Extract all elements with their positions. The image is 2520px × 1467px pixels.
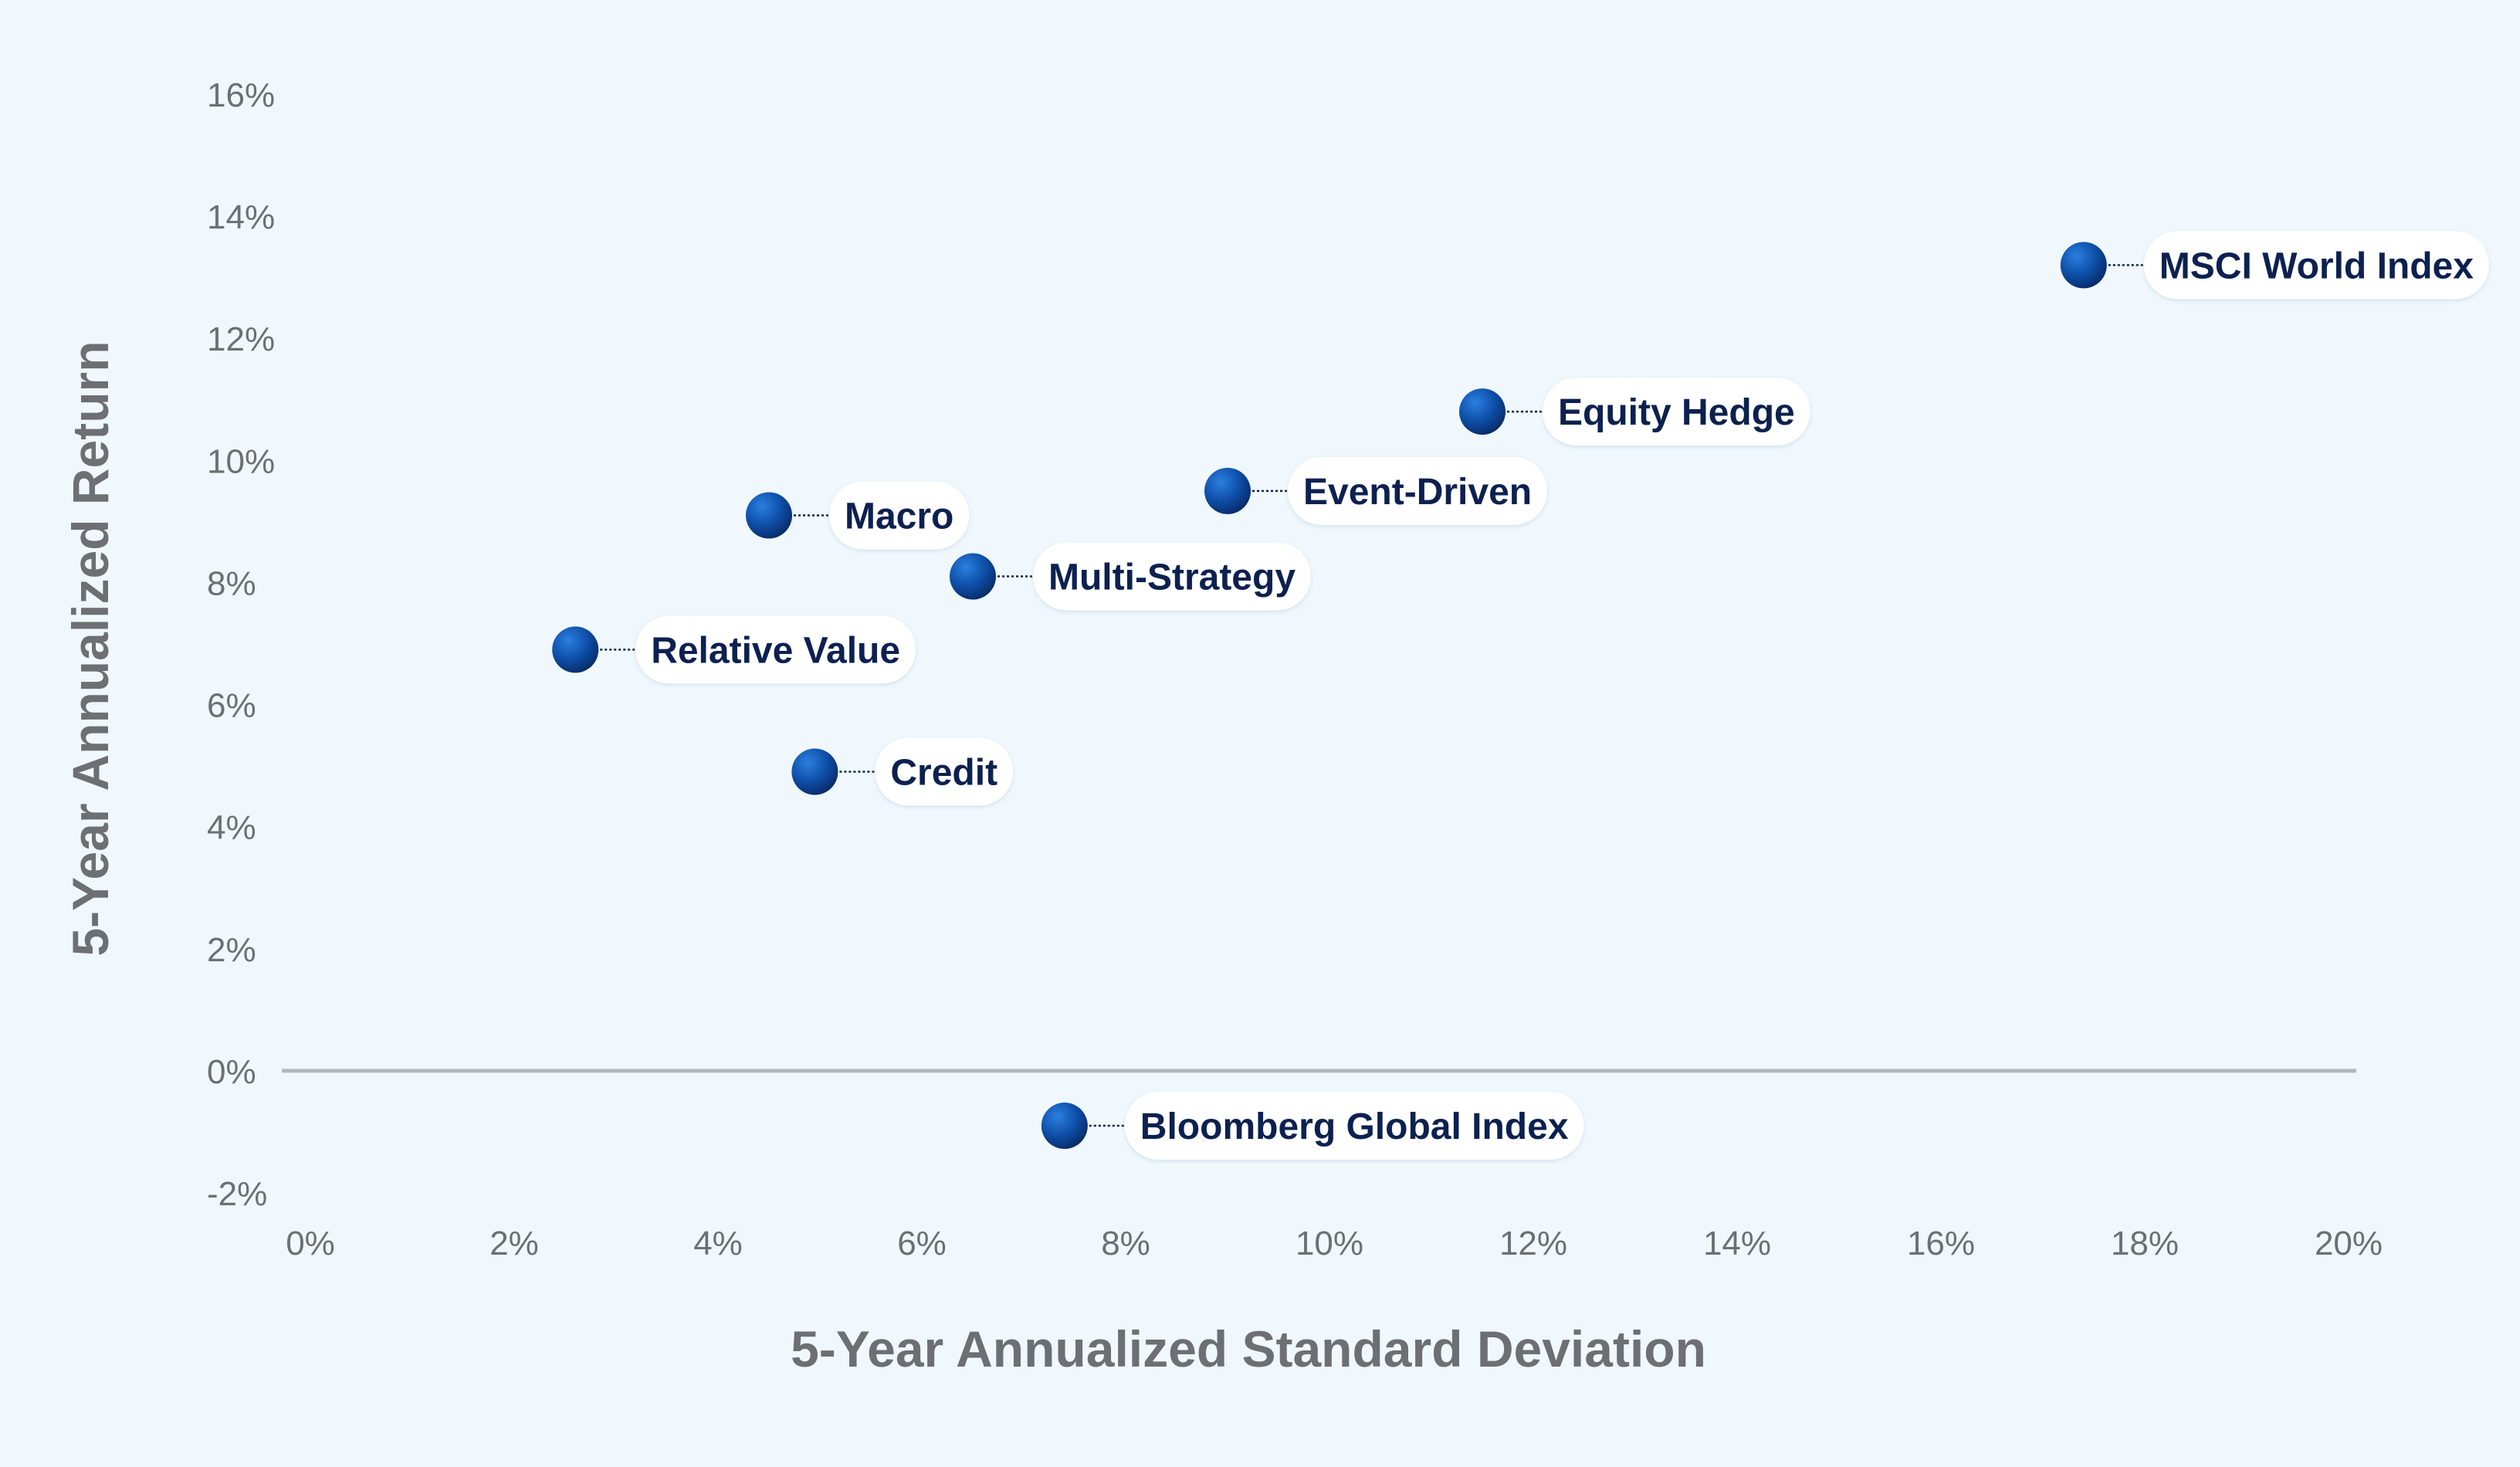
data-point: Relative Value	[552, 615, 916, 684]
data-point: Equity Hedge	[1459, 378, 1810, 446]
label-pill	[1288, 456, 1548, 525]
data-point: Event-Driven	[1204, 456, 1548, 525]
label-pill	[1543, 378, 1810, 446]
point-label: Credit	[890, 753, 998, 794]
y-tick-label: 0%	[207, 1053, 256, 1091]
point-marker	[1459, 388, 1506, 435]
point-marker	[746, 492, 792, 539]
label-pill	[1124, 1092, 1584, 1160]
y-tick-label: 4%	[207, 809, 256, 847]
point-label: Bloomberg Global Index	[1140, 1106, 1569, 1147]
point-marker	[552, 626, 599, 673]
point-marker	[950, 553, 996, 600]
point-marker	[791, 748, 838, 795]
y-tick-label: 6%	[207, 687, 256, 725]
point-marker	[2060, 242, 2107, 289]
data-point: MSCI World Index	[2060, 231, 2489, 300]
y-tick-label: 2%	[207, 931, 256, 969]
x-tick-label: 16%	[1907, 1225, 1975, 1262]
y-tick-label: 8%	[207, 564, 256, 602]
x-tick-label: 14%	[1703, 1225, 1771, 1262]
y-tick-label: 10%	[207, 442, 275, 480]
x-tick-label: 12%	[1499, 1225, 1567, 1262]
x-tick-label: 8%	[1101, 1225, 1150, 1262]
x-axis-title: 5-Year Annualized Standard Deviation	[791, 1320, 1706, 1377]
y-tick-label: 12%	[207, 320, 275, 358]
point-label: MSCI World Index	[2159, 246, 2474, 286]
label-pill	[635, 615, 916, 684]
point-marker	[1204, 467, 1251, 514]
point-marker	[1041, 1103, 1088, 1150]
x-tick-label: 4%	[693, 1225, 743, 1262]
x-tick-label: 20%	[2315, 1225, 2383, 1262]
point-label: Relative Value	[651, 630, 900, 671]
x-tick-label: 6%	[897, 1225, 947, 1262]
y-axis-title: 5-Year Annualized Return	[62, 340, 119, 956]
data-point: Macro	[746, 481, 970, 550]
label-pill	[1033, 542, 1312, 611]
data-points: MSCI World Index Equity Hedge Event-Driven…	[552, 231, 2489, 1160]
data-point: Multi-Strategy	[950, 542, 1312, 611]
x-axis-ticks: 0% 2% 4% 6% 8% 10% 12% 14% 16% 18% 20%	[286, 1225, 2383, 1262]
label-pill	[829, 481, 970, 550]
point-label: Equity Hedge	[1558, 392, 1795, 433]
x-tick-label: 2%	[489, 1225, 539, 1262]
y-tick-label: 14%	[207, 198, 275, 236]
label-pill	[2143, 231, 2489, 300]
x-tick-label: 10%	[1296, 1225, 1363, 1262]
data-point: Bloomberg Global Index	[1041, 1092, 1584, 1160]
label-pill	[875, 737, 1014, 806]
point-label: Macro	[845, 496, 953, 537]
x-tick-label: 0%	[286, 1225, 335, 1262]
point-label: Event-Driven	[1303, 472, 1532, 513]
y-axis-ticks: -2% 0% 2% 4% 6% 8% 10% 12% 14% 16%	[207, 76, 275, 1213]
y-tick-label: 16%	[207, 76, 275, 114]
y-tick-label: -2%	[207, 1175, 267, 1213]
x-tick-label: 18%	[2111, 1225, 2179, 1262]
point-label: Multi-Strategy	[1048, 557, 1296, 598]
data-point: Credit	[791, 737, 1014, 806]
